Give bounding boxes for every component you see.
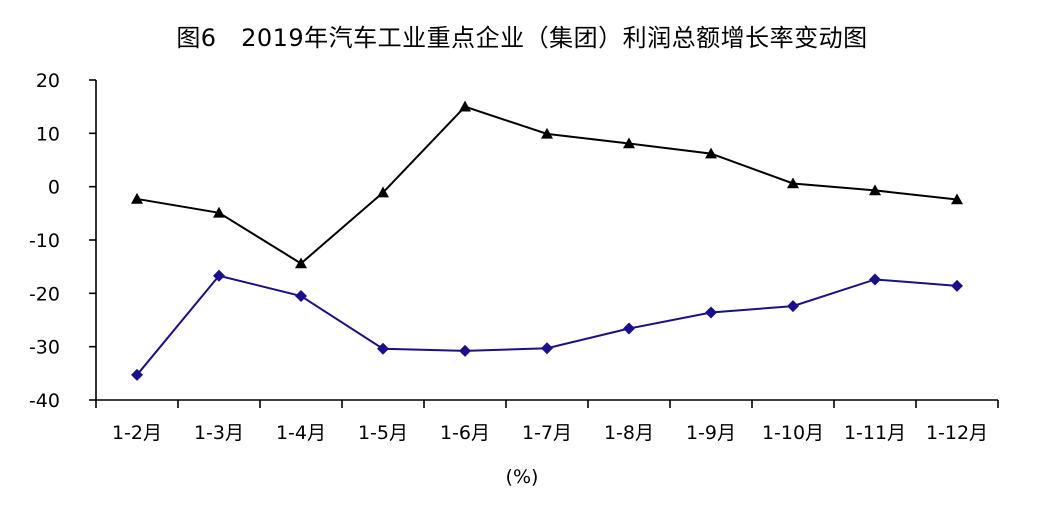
y-tick-label: -30 (29, 337, 60, 359)
x-tick-label: 1-2月 (112, 422, 162, 444)
triangle-point (377, 186, 389, 198)
x-tick-label: 1-11月 (844, 422, 906, 444)
triangle-point (623, 137, 635, 149)
triangle-point (131, 192, 143, 204)
y-tick-label: -40 (29, 390, 60, 412)
y-tick-labels: 20 10 0 -10 -20 -30 -40 (29, 70, 60, 412)
triangle-point (213, 206, 225, 218)
x-tick-label: 1-10月 (762, 422, 824, 444)
triangle-point (869, 184, 881, 196)
triangle-point (295, 257, 307, 269)
diamond-point (705, 306, 717, 319)
series-1 (131, 100, 963, 269)
triangle-point (787, 177, 799, 189)
triangle-point (705, 147, 717, 159)
x-tick-label: 1-7月 (522, 422, 572, 444)
diamond-point (377, 342, 389, 355)
x-tick-label: 1-9月 (686, 422, 736, 444)
x-tick-label: 1-12月 (926, 422, 988, 444)
x-tick-label: 1-8月 (604, 422, 654, 444)
x-tick-label: 1-6月 (440, 422, 490, 444)
x-tick-label: 1-4月 (276, 422, 326, 444)
diamond-point (869, 273, 881, 286)
diamond-point (295, 290, 307, 302)
diamond-point (541, 342, 553, 355)
diamond-point (131, 368, 143, 381)
series-layer (131, 100, 963, 381)
diamond-point (459, 344, 471, 357)
series-line (136, 274, 958, 376)
y-tick-label: -10 (29, 230, 60, 252)
triangle-point (459, 100, 471, 112)
x-tick-label: 1-5月 (358, 422, 408, 444)
chart-title: 图6 2019年汽车工业重点企业（集团）利润总额增长率变动图 (176, 24, 868, 52)
series-2 (131, 269, 963, 381)
unit-label: (%) (505, 466, 539, 488)
y-tick-label: 10 (36, 123, 60, 145)
x-tick-label: 1-3月 (194, 422, 244, 444)
diamond-point (951, 279, 963, 292)
diamond-point (787, 300, 799, 313)
y-tick-label: 0 (48, 177, 60, 199)
x-tick-labels: 1-2月 1-3月 1-4月 1-5月 1-6月 1-7月 1-8月 1-9月 1-10月 1-1… (112, 422, 988, 444)
diamond-point (213, 269, 225, 282)
triangle-point (951, 193, 963, 205)
y-tick-label: 20 (36, 70, 60, 92)
triangle-point (541, 127, 553, 139)
y-tick-label: -20 (29, 283, 60, 305)
diamond-point (623, 322, 635, 335)
axes (89, 79, 999, 408)
